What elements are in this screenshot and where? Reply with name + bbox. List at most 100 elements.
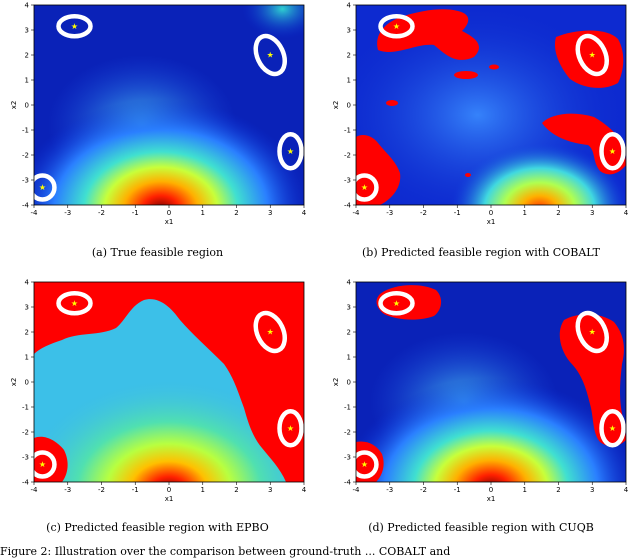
infeasible-regions bbox=[356, 9, 626, 205]
x-tick-label: -2 bbox=[420, 209, 427, 217]
optimum-star-marker: ★ bbox=[39, 183, 46, 192]
x-tick-label: -3 bbox=[64, 486, 71, 494]
y-axis-label: x2 bbox=[10, 101, 18, 110]
y-tick-label: -4 bbox=[344, 202, 352, 210]
y-axis-label: x2 bbox=[10, 378, 18, 387]
x-tick-label: -1 bbox=[132, 486, 139, 494]
y-tick-label: -4 bbox=[22, 479, 30, 487]
x-axis-label: x1 bbox=[165, 218, 174, 226]
x-tick-label: -4 bbox=[31, 209, 39, 217]
constraint-ring bbox=[253, 310, 288, 354]
y-tick-label: 1 bbox=[347, 354, 351, 362]
caption-panel-c: (c) Predicted feasible region with EPBO bbox=[46, 521, 269, 534]
x-tick-label: 4 bbox=[302, 209, 307, 217]
constraint-ring bbox=[350, 173, 379, 202]
y-tick-label: -2 bbox=[22, 429, 29, 437]
y-tick-label: -2 bbox=[344, 429, 351, 437]
optimum-star-marker: ★ bbox=[589, 51, 596, 60]
y-tick-label: -3 bbox=[22, 454, 29, 462]
x-axis-label: x1 bbox=[165, 495, 174, 503]
x-tick-label: 1 bbox=[523, 209, 527, 217]
optimum-star-marker: ★ bbox=[287, 147, 294, 156]
heatmap-panel-a: ★ ★ ★ ★ -4 -3 -2 -1 0 1 2 3 4 -4 -3 -2 -1 0 1 2 3 4 x1 x2 bbox=[10, 2, 307, 227]
optimum-star-marker: ★ bbox=[589, 328, 596, 337]
x-tick-label: -3 bbox=[64, 209, 71, 217]
caption-panel-d: (d) Predicted feasible region with CUQB bbox=[368, 521, 594, 534]
x-tick-label: 0 bbox=[167, 209, 171, 217]
caption-panel-b: (b) Predicted feasible region with COBAL… bbox=[361, 246, 601, 259]
x-tick-label: -1 bbox=[132, 209, 139, 217]
x-tick-label: -4 bbox=[31, 486, 39, 494]
y-tick-label: 3 bbox=[347, 304, 351, 312]
y-tick-label: 2 bbox=[25, 329, 29, 337]
constraint-ring bbox=[277, 132, 304, 171]
x-tick-label: 2 bbox=[234, 209, 238, 217]
y-tick-label: 4 bbox=[25, 2, 30, 10]
optimum-star-marker: ★ bbox=[71, 299, 78, 308]
y-tick-label: -3 bbox=[22, 177, 29, 185]
x-tick-label: -2 bbox=[98, 209, 105, 217]
constraint-ring bbox=[575, 310, 610, 354]
constraint-ring bbox=[28, 173, 57, 202]
x-tick-label: -2 bbox=[420, 486, 427, 494]
constraint-ring bbox=[56, 14, 93, 39]
y-tick-label: 4 bbox=[347, 2, 352, 10]
x-axis-label: x1 bbox=[487, 495, 496, 503]
constraint-ring bbox=[277, 409, 304, 448]
optimum-star-marker: ★ bbox=[267, 51, 274, 60]
x-tick-label: -1 bbox=[454, 486, 461, 494]
y-tick-label: 4 bbox=[347, 279, 352, 287]
constraint-ring bbox=[253, 33, 288, 77]
constraint-ring bbox=[378, 291, 415, 316]
x-tick-label: 1 bbox=[201, 486, 205, 494]
optimum-star-marker: ★ bbox=[71, 22, 78, 31]
y-tick-label: 0 bbox=[347, 379, 351, 387]
x-tick-label: 3 bbox=[590, 209, 594, 217]
x-tick-label: -4 bbox=[353, 486, 361, 494]
y-tick-label: -1 bbox=[344, 127, 351, 135]
y-tick-label: -2 bbox=[22, 152, 29, 160]
x-tick-label: -1 bbox=[454, 209, 461, 217]
panel-b: ★ ★ ★ ★ -4 -3 -2 -1 0 1 2 3 4 -4 -3 -2 -1 0 1 2 3 4 x1 x2 (b) … bbox=[322, 0, 640, 260]
y-axis-label: x2 bbox=[332, 378, 340, 387]
y-tick-label: -3 bbox=[344, 454, 351, 462]
y-tick-label: -4 bbox=[344, 479, 352, 487]
x-tick-label: 4 bbox=[302, 486, 307, 494]
x-tick-label: -3 bbox=[386, 209, 393, 217]
constraint-ring bbox=[28, 450, 57, 479]
x-tick-label: 1 bbox=[201, 209, 205, 217]
y-tick-label: 1 bbox=[25, 354, 29, 362]
y-tick-label: -3 bbox=[344, 177, 351, 185]
x-tick-label: 3 bbox=[268, 209, 272, 217]
y-tick-label: 3 bbox=[347, 27, 351, 35]
x-tick-label: 2 bbox=[234, 486, 238, 494]
y-tick-label: -4 bbox=[22, 202, 30, 210]
optimum-star-marker: ★ bbox=[267, 328, 274, 337]
x-tick-label: 0 bbox=[489, 486, 493, 494]
y-tick-label: -1 bbox=[22, 404, 29, 412]
y-tick-label: 2 bbox=[347, 329, 351, 337]
constraint-ring bbox=[575, 33, 610, 77]
x-tick-label: -2 bbox=[98, 486, 105, 494]
optimum-star-marker: ★ bbox=[393, 299, 400, 308]
heatmap-panel-b: ★ ★ ★ ★ -4 -3 -2 -1 0 1 2 3 4 -4 -3 -2 -1 0 1 2 3 4 x1 x2 bbox=[332, 2, 629, 227]
optimum-star-marker: ★ bbox=[609, 147, 616, 156]
heatmap-panel-d: ★ ★ ★ ★ -4 -3 -2 -1 0 1 2 3 4 -4 -3 -2 -1 0 1 2 3 4 x1 x2 bbox=[332, 279, 629, 504]
x-tick-label: 1 bbox=[523, 486, 527, 494]
optimum-star-marker: ★ bbox=[609, 424, 616, 433]
panel-a: ★ ★ ★ ★ -4 -3 -2 -1 0 1 2 3 4 -4 -3 -2 -1 0 1 2 3 4 x1 x2 (a) … bbox=[0, 0, 315, 260]
y-tick-label: 1 bbox=[25, 77, 29, 85]
x-tick-label: -3 bbox=[386, 486, 393, 494]
y-tick-label: 3 bbox=[25, 304, 29, 312]
x-tick-label: 4 bbox=[624, 209, 629, 217]
y-tick-label: 0 bbox=[25, 379, 29, 387]
constraint-ring bbox=[599, 132, 626, 171]
x-tick-label: 4 bbox=[624, 486, 629, 494]
x-tick-label: 3 bbox=[590, 486, 594, 494]
constraint-ring bbox=[599, 409, 626, 448]
optimum-star-marker: ★ bbox=[361, 460, 368, 469]
x-tick-label: 2 bbox=[556, 209, 560, 217]
y-tick-label: 3 bbox=[25, 27, 29, 35]
y-tick-label: 1 bbox=[347, 77, 351, 85]
x-tick-label: -4 bbox=[353, 209, 361, 217]
